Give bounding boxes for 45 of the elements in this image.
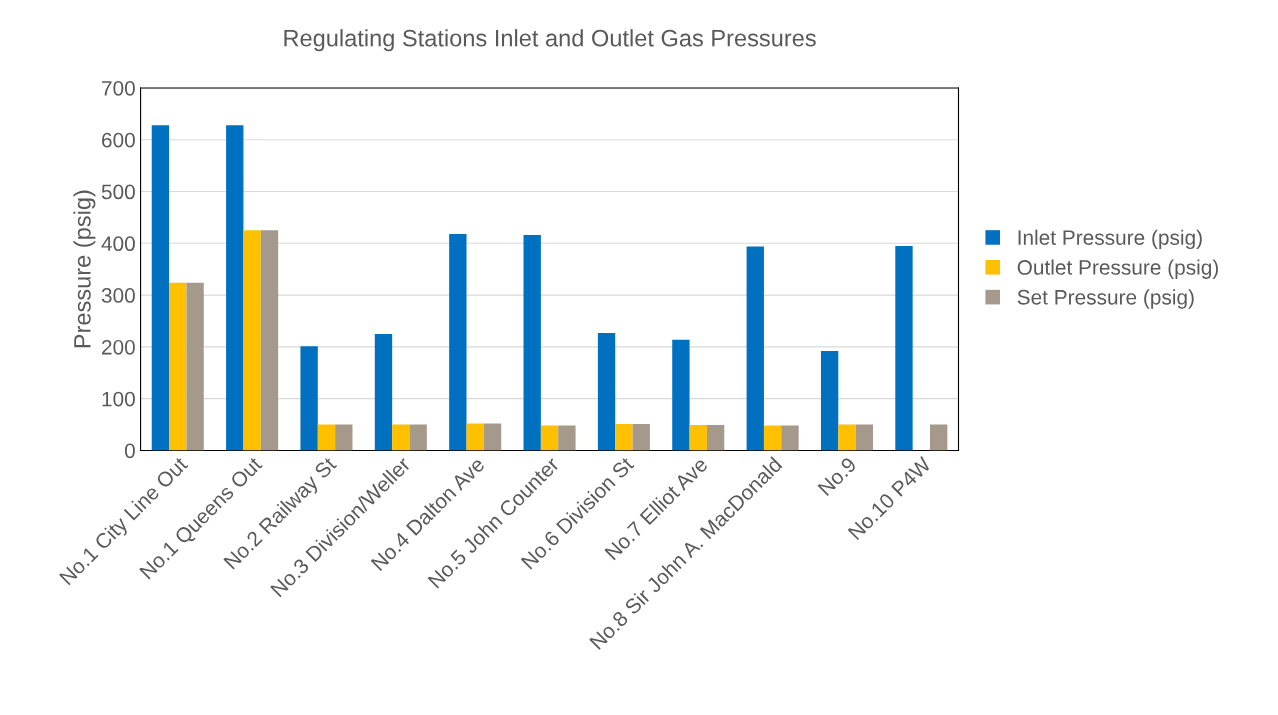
bar [243, 230, 261, 451]
bar [374, 333, 393, 451]
bar [930, 424, 948, 451]
y-tick-label: 100 [102, 391, 135, 407]
bar [855, 424, 873, 451]
bar [597, 332, 616, 451]
y-tick-label: 700 [102, 80, 135, 96]
chart-title: Regulating Stations Inlet and Outlet Gas Pressures [284, 29, 816, 52]
bar [169, 282, 187, 451]
bar [540, 425, 559, 451]
bar [706, 425, 725, 451]
bar [672, 339, 690, 451]
bar [558, 425, 576, 451]
y-tick-label: 500 [101, 184, 135, 200]
bar [632, 424, 650, 451]
bar [838, 424, 856, 451]
bar [300, 346, 318, 451]
bar [523, 235, 541, 451]
bar [335, 424, 353, 451]
y-tick-label: 400 [101, 236, 135, 252]
y-tick-label: 0 [124, 443, 135, 459]
bar [186, 282, 204, 451]
bar [689, 425, 707, 451]
bar [746, 246, 764, 451]
bar [260, 230, 279, 451]
bar [895, 245, 913, 451]
legend-label: Outlet Pressure (psig) [1017, 259, 1218, 279]
y-tick-label: 200 [102, 339, 135, 355]
bar [763, 425, 782, 451]
legend-label: Inlet Pressure (psig) [1018, 229, 1202, 250]
y-tick-label: 300 [101, 288, 135, 303]
y-tick-label: 600 [102, 132, 135, 148]
bar [409, 424, 427, 451]
legend-label: Set Pressure (psig) [1017, 289, 1194, 309]
bar [151, 125, 170, 451]
bar [392, 424, 410, 451]
bar [449, 233, 467, 451]
bar [781, 425, 799, 451]
bar [483, 423, 502, 451]
bar [226, 125, 244, 451]
bar [615, 424, 633, 451]
bar [820, 351, 839, 451]
y-axis-title: Pressure (psig) [73, 190, 96, 348]
bar [317, 424, 336, 451]
bar [466, 423, 484, 451]
